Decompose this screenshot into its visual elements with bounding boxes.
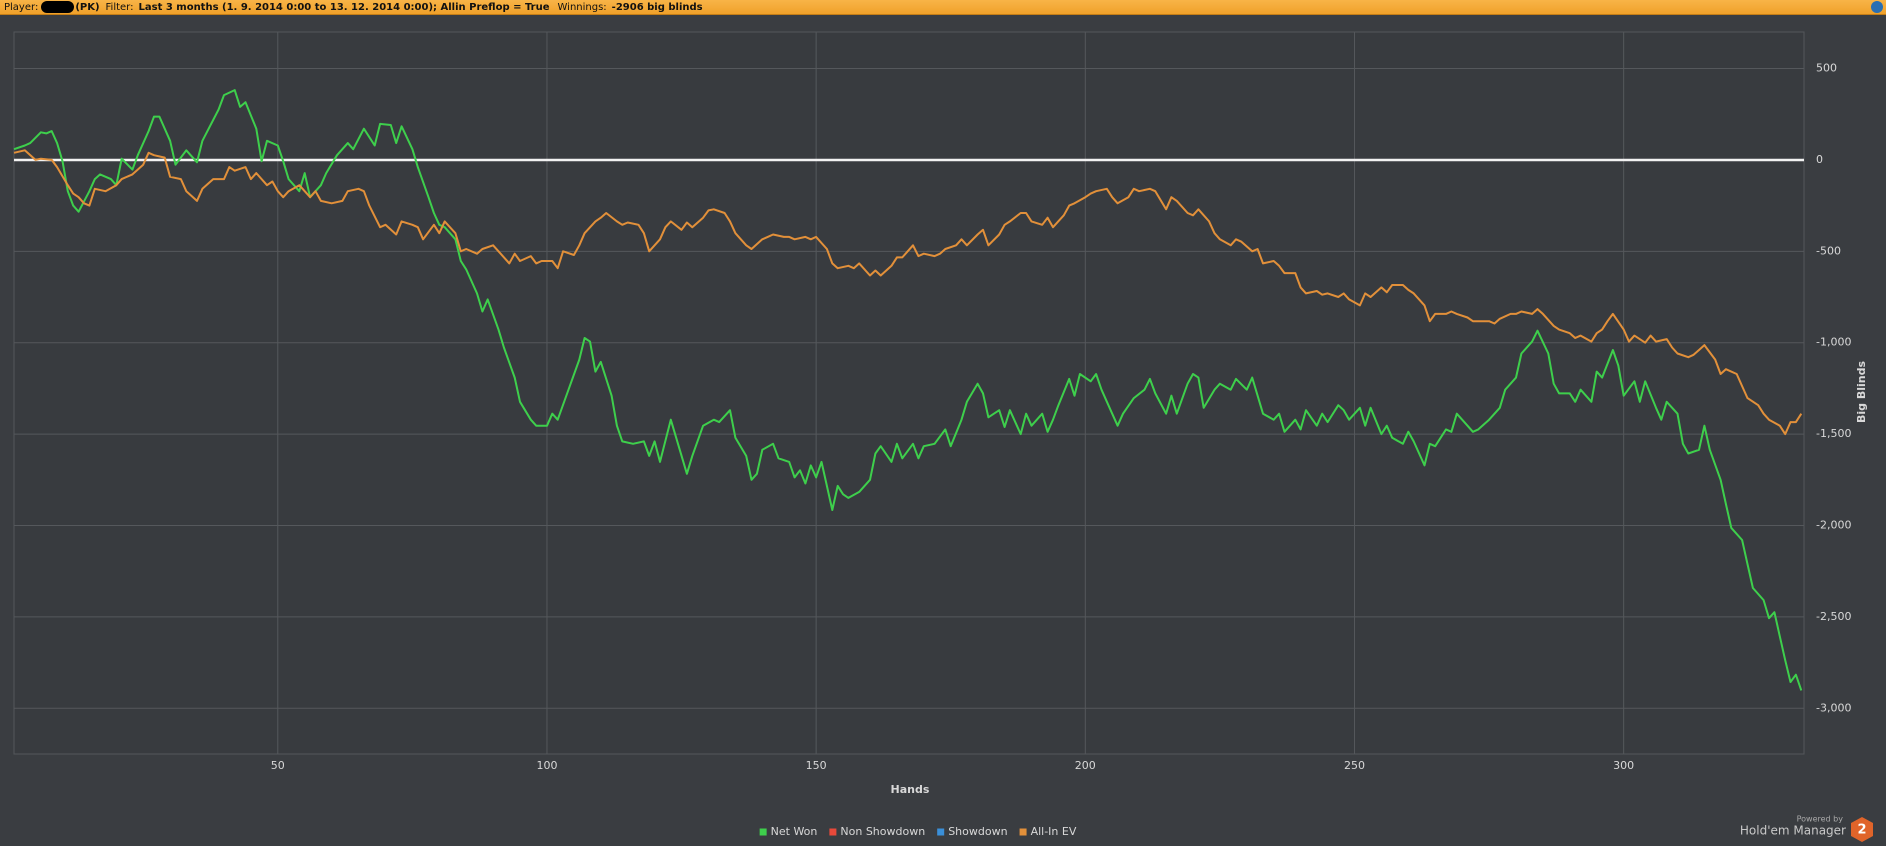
legend-label: Net Won [771, 825, 818, 838]
plot-area [13, 31, 1805, 755]
player-label: Player: [4, 1, 39, 13]
legend-label: Non Showdown [840, 825, 925, 838]
winnings-label: Winnings: [557, 1, 607, 13]
badge-hexagon [1851, 817, 1873, 842]
y-tick-label: 500 [1816, 62, 1837, 75]
help-icon[interactable] [1871, 1, 1883, 13]
grid [14, 32, 1804, 754]
legend-swatch [937, 828, 945, 836]
x-tick-label: 100 [536, 759, 557, 772]
y-tick-label: -2,000 [1816, 519, 1851, 532]
y-tick-label: -500 [1816, 244, 1841, 257]
winnings-value: -2906 big blinds [611, 1, 703, 13]
product-name: Hold'em Manager [1740, 824, 1846, 838]
badge-text: 2 [1857, 823, 1866, 838]
filter-text: Last 3 months (1. 9. 2014 0:00 to 13. 12… [138, 1, 550, 13]
legend-swatch [829, 828, 837, 836]
y-tick-label: -2,500 [1816, 610, 1851, 623]
x-tick-label: 200 [1075, 759, 1096, 772]
legend-label: Showdown [948, 825, 1007, 838]
y-tick-label: -1,500 [1816, 427, 1851, 440]
x-tick-label: 150 [806, 759, 827, 772]
y-tick-label: 0 [1816, 153, 1823, 166]
legend-swatch [1019, 828, 1027, 836]
player-suffix: (PK) [75, 1, 100, 13]
legend-swatch [759, 828, 767, 836]
y-tick-label: -1,000 [1816, 336, 1851, 349]
y-axis-label: Big Blinds [1855, 361, 1868, 423]
filter-bar: Player: (PK) Filter: Last 3 months (1. 9… [0, 0, 1886, 15]
legend: Net Won Non Showdown Showdown All-In EV [759, 825, 1077, 838]
powered-by: Powered by [1797, 815, 1844, 824]
x-tick-label: 300 [1613, 759, 1634, 772]
x-tick-label: 50 [271, 759, 285, 772]
redacted-name [41, 1, 75, 13]
series-line [13, 149, 1803, 436]
y-tick-label: -3,000 [1816, 701, 1851, 714]
filter-label: Filter: [105, 1, 134, 13]
x-tick-label: 250 [1344, 759, 1365, 772]
x-axis-label: Hands [891, 783, 930, 796]
legend-label: All-In EV [1031, 825, 1077, 838]
